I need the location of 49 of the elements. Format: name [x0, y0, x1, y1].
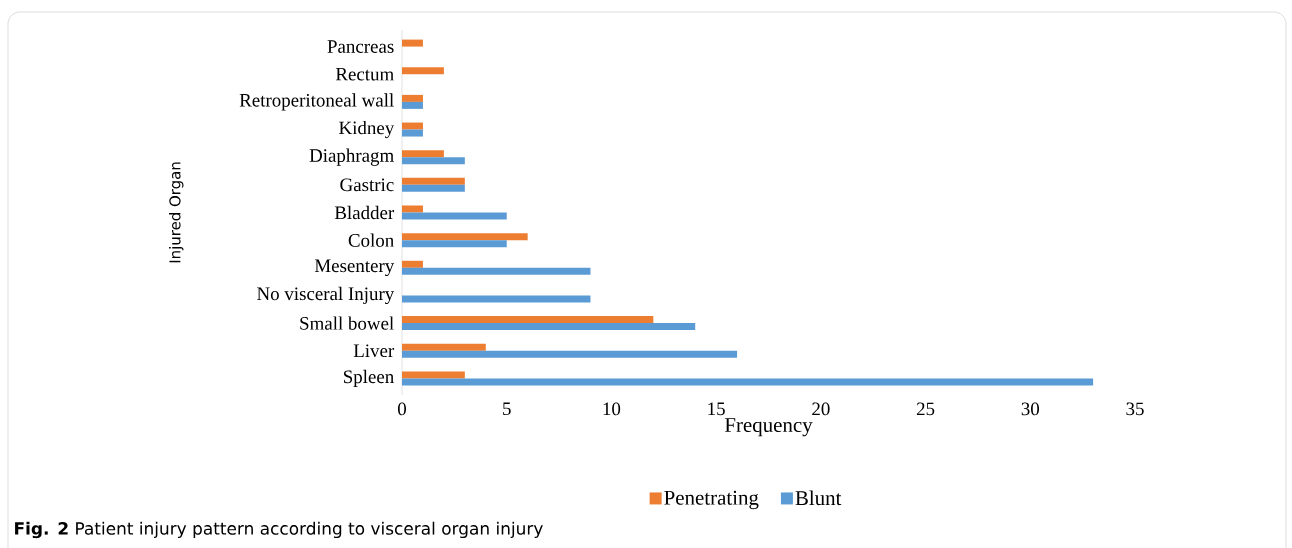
y-tick-label: Spleen	[343, 369, 394, 387]
y-tick-label: Pancreas	[327, 40, 394, 53]
y-tick-label: Kidney	[339, 120, 395, 139]
bar	[402, 39, 423, 47]
legend-label: Penetrating	[664, 490, 759, 510]
y-tick-label: Bladder	[334, 205, 395, 220]
bar	[402, 343, 486, 351]
y-tick-label: No visceral Injury	[257, 286, 395, 305]
legend-label: Blunt	[795, 490, 842, 506]
x-tick-label: 15	[708, 402, 725, 416]
bar	[402, 378, 1094, 386]
bar	[402, 295, 591, 303]
bar	[402, 233, 528, 241]
y-tick-label: Colon	[348, 233, 394, 247]
bar	[402, 67, 444, 75]
bar	[402, 157, 465, 165]
bar	[402, 260, 423, 268]
bar	[402, 150, 444, 158]
bar	[402, 122, 423, 130]
bar	[402, 184, 465, 192]
y-tick-label: Mesentery	[314, 259, 395, 277]
bar	[402, 316, 654, 324]
bar	[402, 350, 738, 358]
bar	[402, 267, 591, 275]
bar	[402, 177, 465, 185]
bar	[402, 94, 423, 102]
bar	[402, 323, 696, 331]
x-axis-title: Frequency	[724, 418, 813, 437]
y-tick-label: Diaphragm	[309, 148, 394, 166]
x-tick-label: 10	[603, 402, 621, 416]
bar	[402, 101, 423, 109]
y-axis-title: Injured Organ	[169, 162, 184, 263]
x-tick-label: 30	[1021, 402, 1040, 416]
y-tick-label: Liver	[353, 344, 395, 358]
x-tick-label: 5	[503, 402, 511, 416]
y-tick-label: Gastric	[340, 178, 394, 192]
x-tick-label: 20	[812, 402, 830, 416]
x-tick-label: 0	[397, 402, 407, 416]
bar	[402, 212, 507, 220]
bar	[402, 129, 423, 137]
x-tick-label: 35	[1126, 402, 1144, 416]
y-tick-label: Retroperitoneal wall	[239, 93, 394, 111]
x-tick-label: 25	[916, 402, 935, 416]
y-tick-label: Small bowel	[300, 316, 394, 330]
bar	[402, 205, 423, 213]
y-tick-label: Rectum	[335, 67, 394, 81]
bar	[402, 371, 465, 379]
bar	[402, 240, 507, 248]
text: Fig. 2 Patient injury pattern according to visceral organ injury	[15, 521, 543, 539]
